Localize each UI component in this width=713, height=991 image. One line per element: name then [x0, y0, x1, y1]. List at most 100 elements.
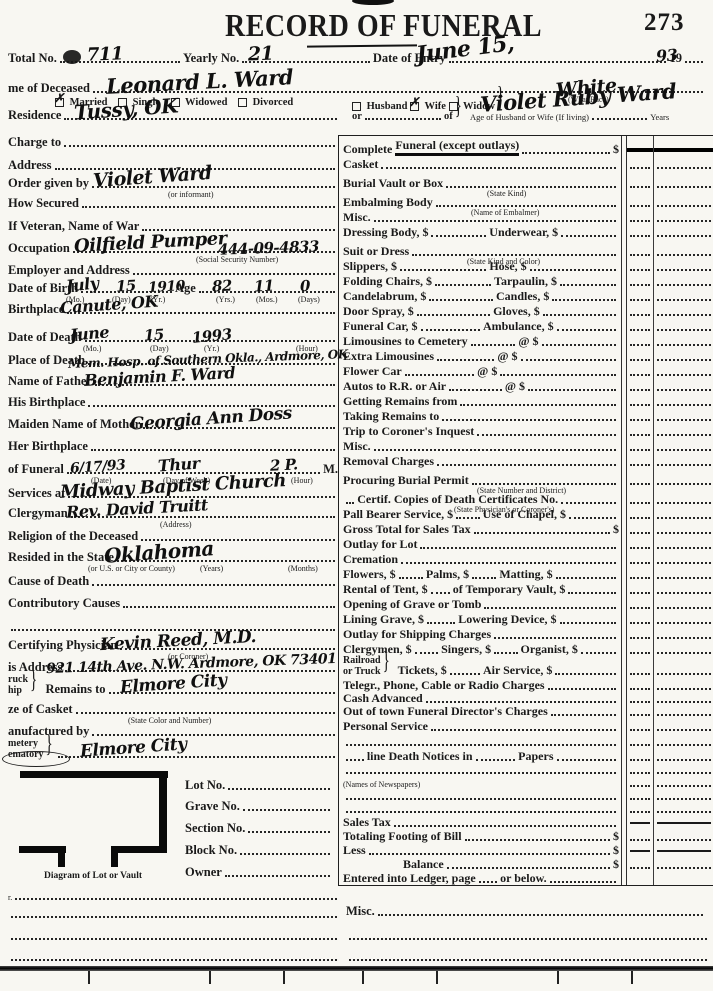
money-cell-rule [657, 329, 711, 331]
money-cell-rule [657, 607, 711, 609]
dotted-leader [64, 145, 335, 147]
money-cell-rule [630, 314, 650, 316]
money-column-2 [653, 733, 713, 748]
checkbox-checked [54, 92, 64, 107]
printed-label: Less [343, 843, 366, 858]
dotted-leader [555, 673, 616, 675]
printed-label: Flowers, $ [343, 567, 396, 582]
sub-label: (Months) [288, 563, 318, 573]
printed-label: Resided in the State [8, 549, 114, 564]
charge-misc-1: Misc. [339, 209, 713, 224]
dotted-leader [547, 688, 616, 690]
dotted-leader [520, 359, 617, 361]
printed-label: $ [613, 142, 619, 157]
handwriting: July [65, 273, 100, 296]
money-cell-rule [657, 867, 711, 869]
money-column-2 [653, 626, 713, 641]
charge-death-certificates: Certif. Copies of Death Certificates No.… [339, 487, 713, 514]
money-cell-rule [657, 772, 711, 774]
dotted-leader [393, 825, 616, 827]
dotted-leader [398, 577, 423, 579]
charge-label-cell: Slippers, $ Hose, $ [339, 258, 622, 273]
field-religion: Religion of the Deceased [8, 520, 338, 543]
printed-label: Lot No. [185, 777, 226, 792]
edge-tick [631, 971, 633, 984]
money-cell-rule [657, 517, 711, 519]
money-cell-rule [657, 205, 711, 207]
money-column-1 [626, 190, 653, 209]
printed-label: Married [67, 96, 119, 108]
money-column-2 [653, 656, 713, 677]
field-address: Address [8, 149, 338, 172]
money-column-1 [626, 393, 653, 408]
handwriting: Benjamin F. Ward [83, 363, 236, 391]
field-physician-address: is Address 921 14th Ave. N.W. Ardmore, OK… [8, 651, 338, 677]
money-cell-rule [657, 785, 711, 787]
printed-label: Misc. [343, 439, 371, 454]
printed-label: Clergyman [8, 505, 68, 520]
printed-label: Wife [422, 100, 449, 112]
printed-label: Date of Birth [8, 280, 79, 295]
dotted-leader [478, 881, 498, 883]
dotted-leader [108, 692, 335, 694]
printed-label: Occupation [8, 240, 70, 255]
field-section-no: Section No. [185, 813, 333, 835]
pen-circle [2, 751, 70, 767]
charge-casket: Casket [339, 156, 713, 171]
handwriting: 82 [211, 276, 233, 296]
money-cell-rule [630, 592, 650, 594]
sub-label: (Address) [160, 519, 192, 529]
money-cell-rule [630, 714, 650, 716]
field-maiden-name-of-mother: Maiden Name of Mother Georgia Ann Doss [8, 404, 338, 435]
lot-fields: Lot No. Grave No. Section No. Block No. Owne… [185, 777, 333, 879]
dotted-leader [568, 592, 616, 594]
money-column-2 [653, 171, 713, 190]
printed-label: Grave No. [185, 798, 240, 813]
dotted-leader [64, 118, 337, 120]
money-cell-rule [657, 220, 711, 222]
money-cell-rule [657, 688, 711, 690]
dotted-leader [84, 340, 335, 342]
charge-label-cell: Telegr., Phone, Cable or Radio Charges [339, 677, 622, 692]
money-column-1 [626, 733, 653, 748]
printed-label: Trip to Coroner's Inquest [343, 424, 475, 439]
money-column-2 [653, 273, 713, 288]
bottom-left-dotted-2 [8, 928, 340, 942]
dotted-leader [404, 374, 475, 376]
money-cell-rule [630, 205, 650, 207]
printed-label: Limousines to Cemetery [343, 334, 468, 349]
charge-blank-3 [339, 789, 713, 802]
sub-label: (Name of Embalmer) [471, 207, 540, 217]
dotted-leader [72, 251, 335, 253]
printed-label: Door Spray, $ [343, 304, 414, 319]
money-column-1 [626, 626, 653, 641]
field-blank-dotted [8, 610, 338, 633]
money-cell-rule [657, 798, 711, 800]
money-cell-rule [630, 359, 650, 361]
printed-label: Burial Vault or Box [343, 176, 444, 191]
dotted-leader [435, 205, 616, 207]
charge-chairs-tarpaulin: Folding Chairs, $ Tarpaulin, $ [339, 273, 713, 288]
dotted-leader [67, 312, 335, 314]
money-cell-rule [657, 744, 711, 746]
money-cell-rule [657, 673, 711, 675]
row-total-yearly-entry: Total No. Yearly No. Date of Entry 19 711 21 J… [8, 30, 706, 68]
printed-label: Suit or Dress [343, 244, 410, 259]
money-column-2 [653, 581, 713, 596]
field-resided-in-state: Resided in the State (or U.S. or City or … [8, 536, 338, 573]
field-charge-to: Charge to [8, 135, 338, 149]
dotted-leader [542, 314, 616, 316]
money-column-2 [653, 136, 713, 156]
printed-label: Outlay for Lot [343, 537, 418, 552]
printed-label: $ [613, 829, 619, 844]
printed-label: Her Birthplace [8, 438, 88, 453]
money-column-2 [653, 348, 713, 363]
charge-label-cell: Less $ [339, 843, 622, 857]
charge-flowers-palms-matting: Flowers, $ Palms, $ Matting, $ [339, 566, 713, 581]
money-cell-rule [657, 759, 711, 761]
dotted-leader [11, 938, 337, 940]
charge-removal: Removal Charges [339, 453, 713, 468]
row-spouse-status: Husband Wife Widow}Violet Ruby Ward [352, 78, 677, 117]
money-column-2 [653, 857, 713, 871]
money-cell-rule [657, 811, 711, 813]
